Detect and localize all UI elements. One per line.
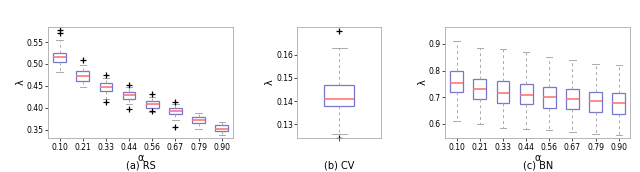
Y-axis label: λ: λ (264, 80, 275, 85)
Y-axis label: λ: λ (15, 80, 26, 85)
PathPatch shape (76, 71, 89, 81)
PathPatch shape (123, 92, 136, 99)
PathPatch shape (612, 93, 625, 114)
Text: (b) CV: (b) CV (324, 161, 355, 171)
PathPatch shape (520, 84, 532, 104)
PathPatch shape (53, 53, 66, 62)
PathPatch shape (216, 125, 228, 131)
X-axis label: α: α (138, 153, 144, 163)
PathPatch shape (100, 83, 112, 91)
PathPatch shape (192, 117, 205, 123)
PathPatch shape (589, 92, 602, 112)
PathPatch shape (543, 87, 556, 108)
X-axis label: α: α (534, 153, 541, 163)
PathPatch shape (497, 81, 509, 103)
Text: (c) BN: (c) BN (523, 161, 553, 171)
PathPatch shape (566, 89, 579, 109)
PathPatch shape (451, 71, 463, 92)
Text: (a) RS: (a) RS (126, 161, 156, 171)
PathPatch shape (324, 85, 354, 106)
PathPatch shape (146, 101, 159, 108)
PathPatch shape (474, 79, 486, 99)
PathPatch shape (169, 108, 182, 114)
Y-axis label: λ: λ (417, 80, 428, 85)
